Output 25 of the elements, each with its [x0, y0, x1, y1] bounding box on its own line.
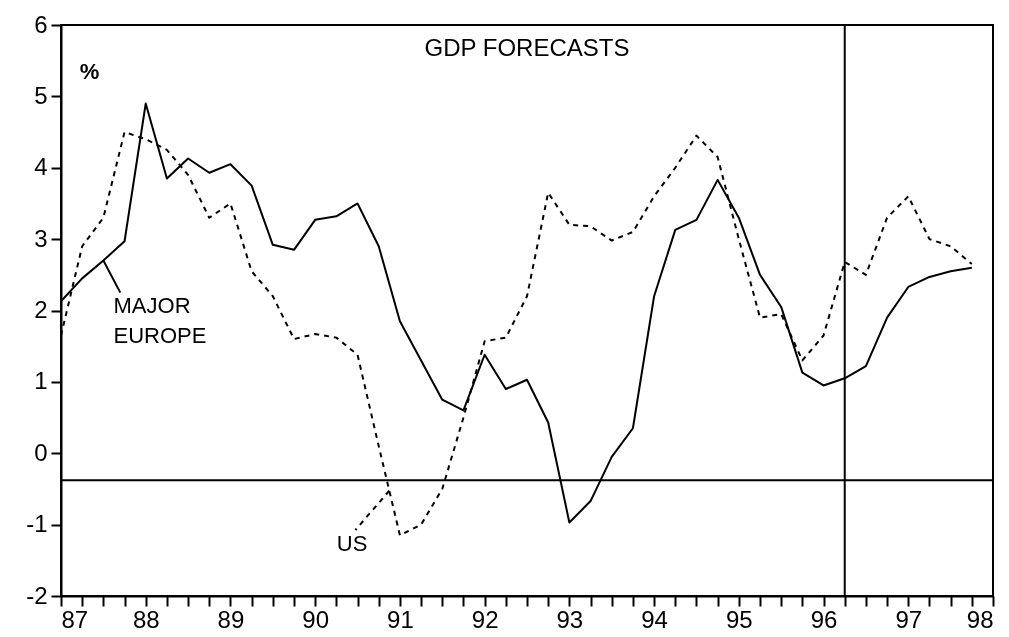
- y-tick-label: -2: [26, 581, 48, 609]
- x-tick-label: 89: [217, 605, 245, 633]
- x-tick-label: 93: [556, 605, 584, 633]
- x-tick-label: 95: [725, 605, 753, 633]
- chart-title: GDP FORECASTS: [424, 34, 630, 61]
- legend-label: MAJOR EUROPE: [113, 293, 207, 349]
- legend-label: US: [336, 530, 368, 556]
- y-tick-label: 0: [34, 438, 48, 466]
- y-tick-label: -1: [26, 510, 48, 538]
- x-tick-label: 98: [966, 605, 994, 633]
- y-tick-label: 6: [34, 10, 48, 38]
- x-tick-label: 91: [387, 605, 414, 633]
- x-tick-label: 97: [895, 605, 923, 633]
- x-tick-label: 96: [810, 605, 838, 633]
- y-axis-title: %: [79, 58, 100, 84]
- y-tick-label: 5: [34, 81, 48, 109]
- x-tick-label: 94: [641, 605, 668, 633]
- x-tick-label: 90: [302, 605, 330, 633]
- y-tick-label: 4: [34, 153, 48, 181]
- x-tick-label: 87: [61, 605, 89, 633]
- y-tick-label: 2: [34, 296, 48, 323]
- x-tick-label: 88: [132, 605, 160, 633]
- y-tick-label: 1: [34, 367, 48, 395]
- y-tick-label: 3: [34, 224, 48, 252]
- x-tick-label: 92: [471, 605, 499, 633]
